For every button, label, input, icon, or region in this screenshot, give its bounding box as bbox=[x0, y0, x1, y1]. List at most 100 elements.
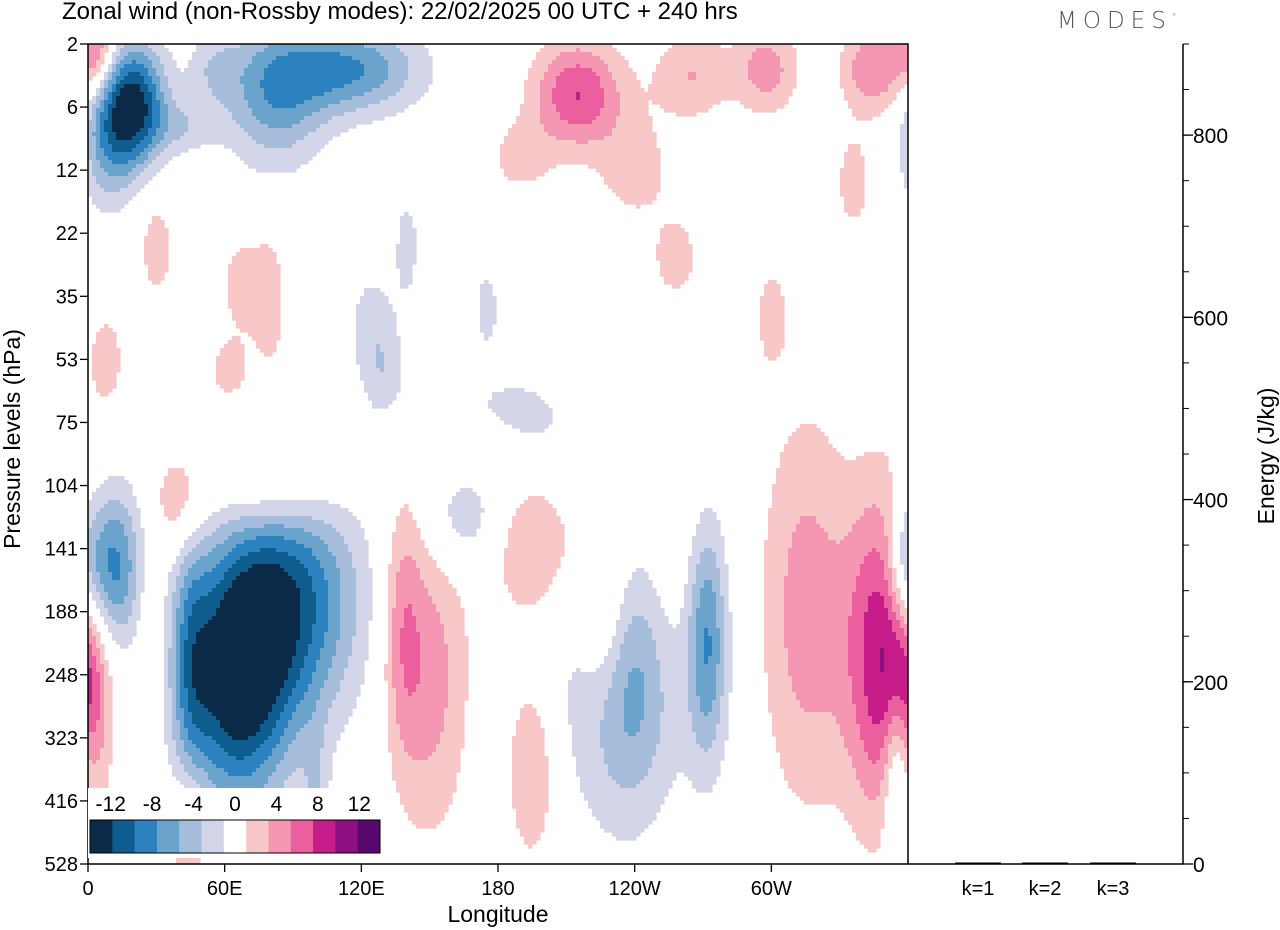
wind-cell bbox=[344, 112, 397, 117]
wind-cell bbox=[356, 348, 377, 353]
wind-cell bbox=[104, 720, 113, 725]
wind-cell bbox=[240, 156, 313, 161]
colorbar-swatch bbox=[335, 820, 359, 853]
wind-cell bbox=[280, 736, 297, 741]
wind-cell bbox=[660, 260, 693, 265]
wind-cell bbox=[660, 672, 689, 677]
wind-cell bbox=[180, 656, 185, 661]
wind-cell bbox=[236, 252, 277, 257]
wind-cell bbox=[228, 108, 253, 113]
wind-cell bbox=[100, 88, 105, 93]
wind-cell bbox=[612, 72, 637, 77]
wind-cell bbox=[328, 672, 345, 677]
wind-cell bbox=[236, 560, 301, 565]
wind-cell bbox=[716, 696, 721, 701]
wind-cell bbox=[340, 684, 361, 689]
wind-cell bbox=[688, 704, 701, 709]
wind-cell bbox=[336, 564, 353, 569]
wind-cell bbox=[192, 740, 217, 745]
wind-cell bbox=[352, 640, 369, 645]
wind-cell bbox=[92, 688, 101, 693]
wind-cell bbox=[720, 632, 725, 637]
wind-cell bbox=[656, 656, 689, 661]
wind-cell bbox=[152, 48, 169, 53]
wind-cell bbox=[124, 44, 149, 49]
wind-cell bbox=[852, 612, 865, 617]
wind-cell bbox=[532, 60, 553, 65]
wind-cell bbox=[172, 596, 181, 601]
energy-axis-label: Energy (J/kg) bbox=[1253, 388, 1279, 525]
wind-cell bbox=[628, 580, 653, 585]
wind-cell bbox=[636, 784, 673, 789]
wind-cell bbox=[892, 740, 905, 745]
wind-cell bbox=[164, 476, 189, 481]
wind-cell bbox=[700, 556, 717, 561]
wind-cell bbox=[100, 756, 113, 761]
wind-cell bbox=[88, 188, 105, 193]
wind-cell bbox=[284, 708, 297, 713]
wind-cell bbox=[860, 572, 885, 577]
wind-cell bbox=[88, 652, 93, 657]
wind-cell bbox=[436, 608, 465, 613]
wind-cell bbox=[108, 612, 133, 617]
wind-cell bbox=[844, 740, 865, 745]
wind-cell bbox=[624, 688, 645, 693]
wind-cell bbox=[644, 616, 669, 621]
wind-cell bbox=[612, 680, 629, 685]
wind-cell bbox=[512, 764, 549, 769]
wind-cell bbox=[88, 516, 97, 521]
wind-cell bbox=[152, 112, 161, 117]
wind-cell bbox=[100, 660, 109, 665]
wind-cell bbox=[232, 316, 281, 321]
wind-cell bbox=[120, 92, 145, 97]
wind-cell bbox=[304, 664, 317, 669]
wind-cell bbox=[608, 768, 649, 773]
wind-cell bbox=[904, 572, 908, 577]
wind-cell bbox=[860, 784, 881, 789]
wind-cell bbox=[676, 624, 689, 629]
wind-cell bbox=[420, 660, 449, 665]
wind-cell bbox=[692, 544, 725, 549]
wind-cell bbox=[568, 684, 613, 689]
wind-cell bbox=[172, 708, 177, 713]
wind-cell bbox=[856, 520, 885, 525]
wind-cell bbox=[436, 604, 461, 609]
wind-cell bbox=[836, 716, 857, 721]
wind-cell bbox=[840, 68, 853, 73]
wind-cell bbox=[88, 104, 93, 109]
wind-cell bbox=[648, 772, 677, 777]
wind-cell bbox=[724, 664, 733, 669]
wind-cell bbox=[772, 484, 893, 489]
wind-cell bbox=[248, 164, 301, 169]
wind-cell bbox=[760, 300, 785, 305]
wind-cell bbox=[168, 680, 177, 685]
wind-cell bbox=[272, 752, 285, 757]
wind-cell bbox=[216, 740, 265, 745]
wind-cell bbox=[176, 668, 181, 673]
wind-cell bbox=[516, 812, 545, 817]
wind-cell bbox=[772, 496, 893, 501]
wind-cell bbox=[264, 784, 285, 789]
wind-cell bbox=[900, 560, 908, 565]
wind-cell bbox=[88, 748, 101, 753]
wind-cell bbox=[100, 580, 129, 585]
wind-cell bbox=[628, 732, 637, 737]
wind-cell bbox=[172, 640, 177, 645]
wind-cell bbox=[244, 528, 305, 533]
wind-cell bbox=[192, 676, 289, 681]
wind-cell bbox=[512, 788, 549, 793]
wind-cell bbox=[624, 704, 645, 709]
wind-cell bbox=[192, 712, 213, 717]
wind-cell bbox=[164, 100, 177, 105]
wind-cell bbox=[108, 556, 121, 561]
wind-cell bbox=[188, 728, 201, 733]
wind-cell bbox=[200, 556, 225, 561]
wind-cell bbox=[120, 72, 129, 77]
wind-cell bbox=[760, 336, 785, 341]
wind-cell bbox=[616, 120, 653, 125]
wind-cell bbox=[724, 672, 733, 677]
wind-cell bbox=[540, 88, 553, 93]
wind-cell bbox=[96, 384, 117, 389]
wind-cell bbox=[516, 732, 545, 737]
wind-cell bbox=[576, 760, 605, 765]
